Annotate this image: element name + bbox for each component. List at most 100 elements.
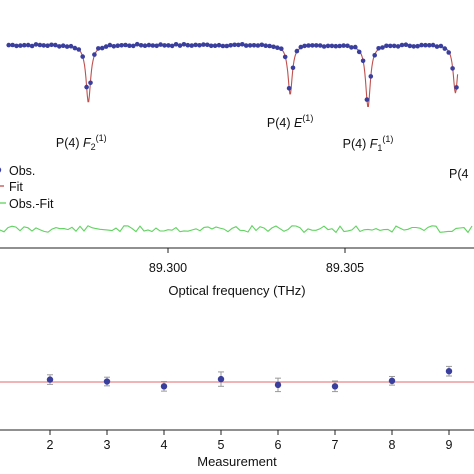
observed-point [64, 44, 70, 49]
measurement-x-tick-label: 5 [218, 438, 225, 452]
observed-point [333, 43, 339, 49]
observed-point [255, 43, 261, 48]
spectrum-observed-points [6, 41, 459, 102]
observed-point [306, 43, 311, 48]
line-label: P(4 [449, 167, 469, 181]
observed-point [247, 43, 253, 48]
measurement-x-tick-label: 8 [389, 438, 396, 452]
observed-point [228, 43, 233, 48]
observed-point [232, 42, 237, 48]
observed-point [96, 46, 101, 51]
observed-point [290, 65, 296, 71]
observed-point [33, 42, 39, 47]
observed-point [84, 84, 89, 90]
observed-point [212, 43, 218, 48]
observed-point [6, 42, 11, 48]
measurement-point [217, 375, 225, 383]
observed-point [446, 50, 452, 55]
spectrum-x-tick-label: 89.300 [149, 261, 187, 275]
observed-point [119, 43, 124, 48]
observed-point [450, 66, 455, 71]
observed-point [353, 44, 358, 50]
observed-point [99, 45, 105, 51]
observed-point [427, 43, 432, 48]
observed-point [310, 43, 315, 48]
observed-point [321, 44, 327, 49]
observed-point [18, 43, 23, 48]
observed-point [68, 43, 74, 49]
observed-point [115, 43, 120, 48]
observed-point [88, 80, 93, 86]
measurement-x-tick-label: 6 [275, 438, 282, 452]
observed-point [103, 44, 109, 49]
measurement-point [388, 377, 396, 384]
observed-point [127, 43, 132, 48]
observed-point [294, 48, 300, 54]
observed-point [92, 52, 97, 57]
observed-point [76, 47, 82, 52]
observed-point [154, 43, 159, 49]
observed-point [282, 54, 288, 60]
observed-point [57, 44, 62, 49]
fit-curve [8, 44, 459, 108]
observed-point [337, 43, 343, 49]
observed-point [286, 86, 292, 91]
observed-point [37, 42, 43, 48]
observed-point [45, 43, 50, 48]
observed-point [395, 44, 401, 49]
observed-point [193, 42, 198, 48]
legend-fit-label: Fit [9, 180, 23, 194]
observed-point [205, 42, 210, 48]
observed-point [341, 43, 346, 48]
observed-point [423, 42, 428, 48]
legend-obs-marker [0, 167, 2, 173]
observed-point [388, 43, 393, 49]
spectrum-panel: P(4) F2(1) P(4) E(1) P(4) F1(1) P(4 [6, 41, 469, 181]
observed-point [236, 42, 241, 48]
observed-point [376, 46, 381, 51]
observed-point [60, 43, 66, 48]
observed-point [158, 42, 163, 47]
observed-point [317, 43, 323, 48]
observed-point [430, 42, 436, 48]
observed-point [49, 42, 54, 48]
observed-point [345, 43, 350, 49]
observed-point [325, 43, 331, 49]
legend-item-fit: Fit [0, 180, 23, 194]
measurement-x-tick-label: 9 [446, 438, 453, 452]
observed-point [150, 43, 156, 48]
observed-point [185, 42, 191, 48]
observed-point [438, 43, 444, 49]
observed-point [298, 44, 304, 50]
measurement-point [46, 376, 54, 383]
observed-point [53, 42, 58, 48]
observed-point [224, 43, 230, 49]
observed-point [72, 45, 78, 51]
legend-item-obs: Obs. [0, 164, 35, 178]
observed-point [201, 42, 206, 47]
observed-point [29, 43, 35, 49]
measurement-x-tick-label: 7 [332, 438, 339, 452]
legend-item-residual: Obs.-Fit [0, 197, 54, 211]
observed-point [220, 43, 226, 49]
measurement-panel: 2 3 4 5 6 7 8 9 Measurement [0, 365, 474, 469]
line-label: P(4) F2(1) [56, 133, 107, 152]
observed-point [415, 43, 420, 49]
observed-point [216, 42, 222, 48]
observed-point [197, 43, 202, 48]
measurement-x-ticks: 2 3 4 5 6 7 8 9 [47, 430, 453, 452]
measurement-point [445, 368, 453, 375]
measurement-x-tick-label: 4 [161, 438, 168, 452]
spectrum-x-axis-title: Optical frequency (THz) [168, 283, 305, 298]
observed-point [263, 43, 269, 48]
observed-point [208, 43, 214, 49]
observed-point [41, 43, 46, 48]
observed-point [442, 46, 448, 51]
legend-obs-label: Obs. [9, 164, 35, 178]
observed-point [267, 43, 272, 49]
measurement-x-tick-label: 2 [47, 438, 54, 452]
residual-trace [0, 224, 473, 234]
measurement-points [46, 365, 453, 393]
spectrum-fit-line [8, 44, 459, 108]
